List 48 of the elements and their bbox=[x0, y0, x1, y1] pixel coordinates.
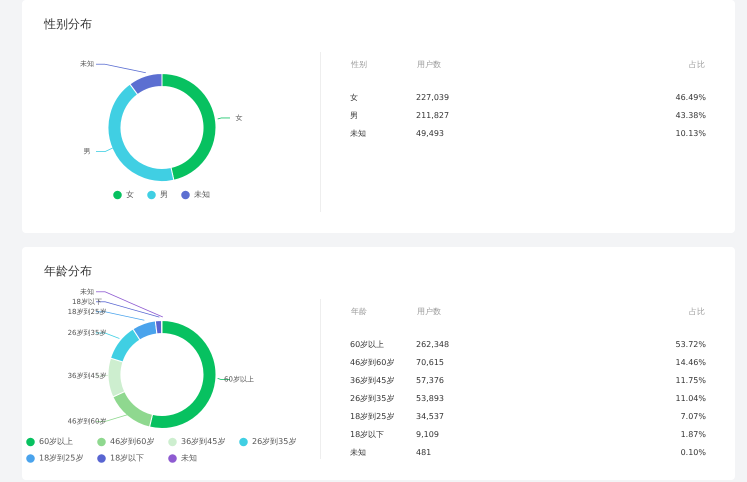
chart-title: 性别分布 bbox=[44, 16, 92, 33]
text: 14.46% bbox=[674, 356, 706, 368]
legend-label: 18岁到25岁 bbox=[39, 454, 84, 462]
text: 227,039 bbox=[416, 92, 450, 104]
category-label: 男 bbox=[350, 110, 358, 120]
category-label: 18岁到25岁 bbox=[350, 412, 394, 420]
legend-label: 36岁到45岁 bbox=[181, 436, 226, 446]
text: 481 bbox=[416, 446, 432, 458]
text: 占比 bbox=[688, 59, 706, 71]
chart-title: 年龄分布 bbox=[44, 263, 92, 280]
category-label: 女 bbox=[126, 190, 134, 199]
text: 57,376 bbox=[416, 374, 445, 386]
text: 用户数 bbox=[416, 59, 442, 71]
legend-label: 26岁到35岁 bbox=[252, 436, 296, 446]
text: 262,348 bbox=[416, 338, 450, 350]
category-label: 女 bbox=[350, 92, 358, 102]
text: 9,109 bbox=[416, 428, 440, 440]
text: 11.04% bbox=[674, 392, 706, 404]
category-label: 36岁到45岁 bbox=[350, 376, 394, 384]
text: 性别 bbox=[350, 59, 368, 71]
text: 占比 bbox=[688, 306, 706, 318]
legend-label: 46岁到60岁 bbox=[110, 436, 154, 446]
category-label: 26岁到35岁 bbox=[350, 394, 394, 402]
text: 7.07% bbox=[680, 410, 706, 422]
category-label: 60岁以上 bbox=[350, 340, 384, 348]
text: 43.38% bbox=[674, 110, 706, 122]
category-label: 18岁以下 bbox=[350, 430, 384, 438]
text: 用户数 bbox=[416, 306, 442, 318]
text: 34,537 bbox=[416, 410, 445, 422]
text: 49,493 bbox=[416, 128, 445, 140]
category-label: 未知 bbox=[350, 128, 366, 138]
text: 53.72% bbox=[674, 338, 706, 350]
legend-label: 未知 bbox=[181, 454, 197, 462]
text: 1.87% bbox=[680, 428, 706, 440]
text: 53,893 bbox=[416, 392, 445, 404]
text: 10.13% bbox=[674, 128, 706, 140]
legend-label: 18岁以下 bbox=[110, 454, 144, 462]
text: 11.75% bbox=[674, 374, 706, 386]
text: 0.10% bbox=[680, 446, 706, 458]
legend-label: 男 bbox=[160, 190, 168, 199]
category-label: 未知 bbox=[350, 448, 366, 456]
category-label: 60岁以上 bbox=[39, 436, 74, 446]
text: 70,615 bbox=[416, 356, 445, 368]
text: 211,827 bbox=[416, 110, 450, 122]
legend-label: 未知 bbox=[194, 190, 210, 199]
text: 年龄 bbox=[350, 306, 368, 318]
category-label: 46岁到60岁 bbox=[350, 358, 394, 366]
text: 46.49% bbox=[674, 92, 706, 104]
